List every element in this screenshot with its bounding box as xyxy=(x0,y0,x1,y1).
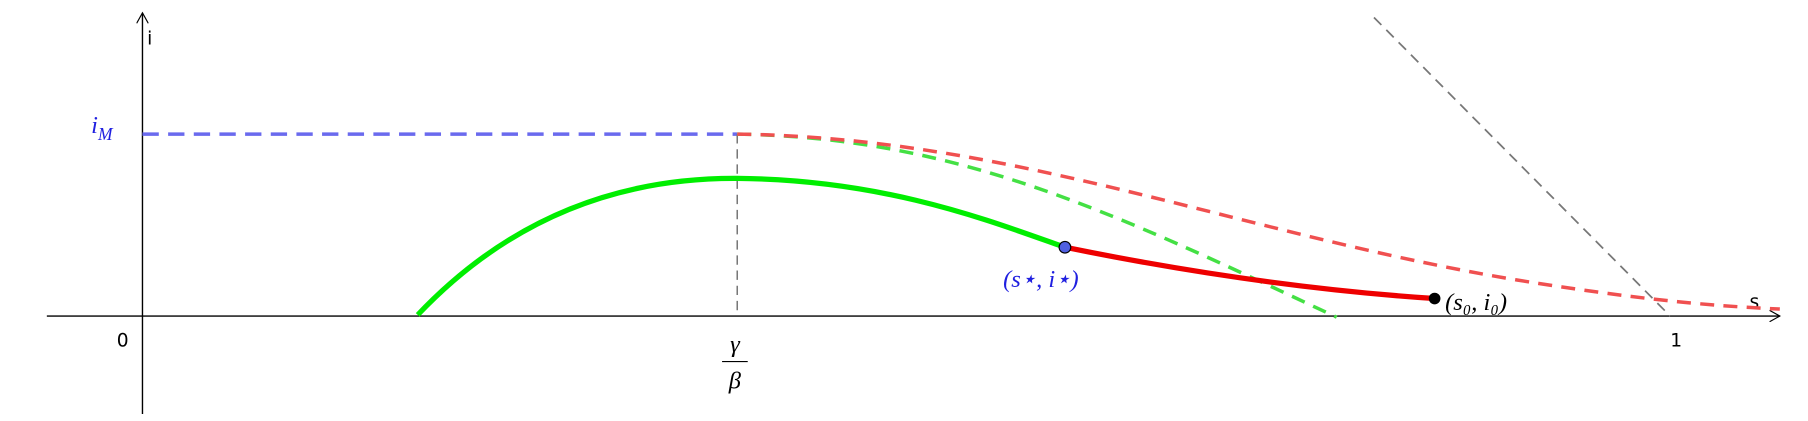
red-curve xyxy=(1064,244,1435,302)
red-dashed-curve xyxy=(737,132,1780,311)
point-zero xyxy=(1428,292,1441,305)
beta-label: β xyxy=(728,367,742,394)
i-max-sub: M xyxy=(97,124,114,144)
y-axis-label: i xyxy=(147,28,152,49)
green-curve xyxy=(415,175,1066,317)
gamma-label: γ xyxy=(730,331,741,358)
origin-label: 0 xyxy=(117,330,129,351)
x-one-label: 1 xyxy=(1670,330,1682,351)
point-star xyxy=(1058,240,1072,254)
i-max-label: iM xyxy=(91,112,114,144)
i-max-base: i xyxy=(91,112,98,139)
point-star-label: (s⋆, i⋆) xyxy=(1003,266,1079,293)
x-axis-label: s xyxy=(1749,292,1759,313)
point-zero-label: (s₀, i₀) xyxy=(1445,289,1507,316)
diagonal-line xyxy=(1373,16,1671,317)
